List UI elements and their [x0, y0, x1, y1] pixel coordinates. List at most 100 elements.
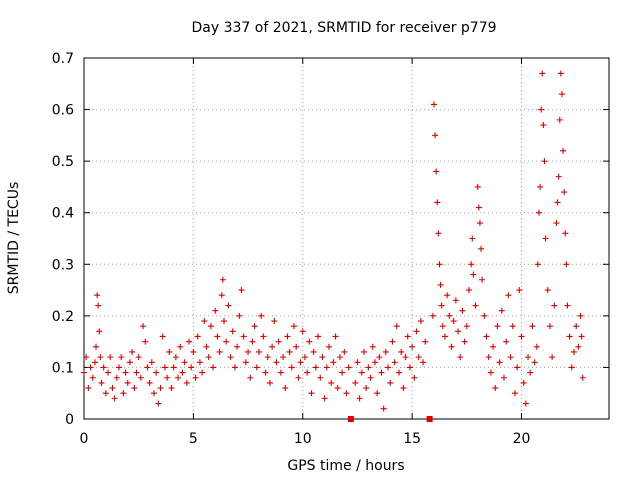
data-point [444, 292, 451, 299]
data-point [536, 209, 542, 216]
data-point [247, 374, 254, 381]
data-gap-marker [426, 416, 433, 422]
data-point [402, 354, 409, 361]
data-point [107, 354, 114, 361]
data-point [159, 333, 166, 340]
data-point [461, 338, 468, 345]
data-point [404, 333, 411, 340]
data-point [148, 359, 155, 366]
data-point [339, 369, 346, 376]
data-point [469, 235, 476, 242]
data-point [135, 354, 142, 361]
data-point [234, 343, 241, 350]
data-point [93, 343, 100, 350]
data-point [321, 395, 328, 402]
data-point [166, 348, 173, 355]
y-tick-label: 0.5 [52, 154, 74, 170]
data-point [505, 292, 512, 299]
data-point [563, 261, 570, 268]
data-point [188, 364, 195, 371]
data-point [479, 276, 486, 283]
data-point [219, 276, 226, 283]
data-point [363, 385, 370, 392]
data-point [534, 261, 541, 268]
data-point [190, 348, 197, 355]
data-point [260, 333, 267, 340]
data-point [431, 101, 437, 108]
data-point [89, 374, 96, 381]
data-point [544, 287, 551, 294]
data-point [81, 369, 87, 376]
data-point [227, 354, 234, 361]
data-point [336, 354, 343, 361]
data-point [129, 348, 136, 355]
data-point [221, 318, 227, 325]
data-point [345, 364, 352, 371]
data-point [420, 359, 427, 366]
data-point [472, 302, 479, 309]
data-point [319, 354, 326, 361]
data-point [183, 379, 190, 386]
data-point [262, 369, 269, 376]
data-point [207, 323, 214, 330]
data-point [463, 323, 470, 330]
data-point [225, 302, 232, 309]
data-point [514, 364, 521, 371]
data-point [87, 364, 94, 371]
data-point [286, 348, 293, 355]
data-point [341, 348, 348, 355]
data-point [155, 400, 162, 407]
data-point [186, 338, 192, 345]
data-point [549, 354, 556, 361]
data-point [91, 359, 98, 366]
data-point [557, 70, 564, 77]
data-point [540, 122, 547, 129]
data-point [317, 374, 324, 381]
data-point [554, 199, 561, 206]
data-point [144, 364, 151, 371]
data-point [579, 374, 586, 381]
data-point [120, 390, 127, 397]
data-point [546, 323, 553, 330]
data-point [170, 364, 177, 371]
data-point [330, 359, 337, 366]
data-point [242, 359, 249, 366]
data-point [124, 379, 131, 386]
data-point [378, 369, 385, 376]
data-point [210, 364, 217, 371]
data-point [293, 343, 300, 350]
data-point [245, 348, 252, 355]
data-point [214, 333, 221, 340]
data-point [105, 369, 112, 376]
data-point [284, 333, 291, 340]
data-point [374, 390, 381, 397]
data-point [111, 395, 118, 402]
data-point [520, 379, 527, 386]
data-point [429, 312, 436, 319]
data-point [266, 379, 273, 386]
data-point [151, 390, 157, 397]
data-point [97, 354, 104, 361]
data-point [551, 302, 558, 309]
data-point [566, 333, 573, 340]
data-point [264, 354, 271, 361]
data-point [568, 364, 575, 371]
data-point [542, 235, 549, 242]
data-point [288, 364, 295, 371]
data-point [271, 318, 278, 325]
data-point [571, 348, 577, 355]
data-point [94, 292, 101, 299]
data-point [175, 374, 182, 381]
data-point [116, 364, 122, 371]
data-point [498, 307, 505, 314]
data-point [310, 348, 317, 355]
data-point [126, 359, 133, 366]
data-point [485, 354, 492, 361]
data-point [496, 359, 503, 366]
data-point [434, 199, 441, 206]
data-point [133, 369, 140, 376]
data-point [466, 287, 472, 294]
data-point [308, 390, 315, 397]
data-point [361, 348, 367, 355]
data-point [389, 338, 396, 345]
